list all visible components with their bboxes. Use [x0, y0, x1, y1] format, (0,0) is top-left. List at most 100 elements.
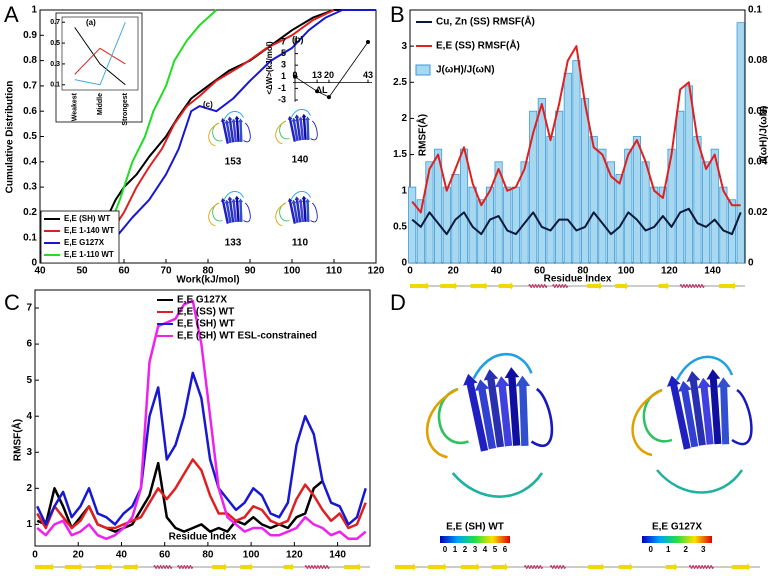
point	[293, 74, 297, 79]
beta-strand	[504, 367, 521, 446]
y-tick-label: 1	[401, 185, 407, 196]
colorbar-tick-label: 6	[503, 545, 508, 554]
y2-tick-label: 0.1	[748, 5, 762, 16]
bar	[494, 161, 503, 264]
colorbar-tick-label: 5	[493, 545, 498, 554]
beta-strand	[301, 195, 307, 222]
x-tick-label: 140	[329, 550, 346, 561]
x-tick-label: 120	[286, 550, 303, 561]
bar	[632, 136, 641, 264]
x-axis-label: Residue Index	[544, 274, 612, 285]
strand-arrow	[427, 563, 447, 571]
structure-caption: E,E (SH) WT	[446, 522, 504, 533]
y-tick-label: 0.3	[50, 61, 60, 68]
beta-strand	[294, 114, 302, 141]
legend-label: Cu, Zn (SS) RMSF(Å)	[436, 15, 535, 28]
loop	[675, 355, 734, 381]
strand-arrow	[410, 282, 430, 290]
y-tick-label: 7	[26, 303, 32, 314]
loop	[656, 469, 744, 494]
y-tick-label: 0.1	[23, 232, 37, 243]
y-tick-label: 4	[26, 411, 32, 422]
helix	[528, 284, 548, 288]
bar	[702, 161, 711, 264]
y2-tick-label: 0.04	[748, 156, 768, 167]
strand-arrow	[440, 282, 458, 290]
helix	[524, 565, 544, 569]
y-tick-label: 0.8	[23, 55, 37, 66]
bar	[676, 110, 685, 264]
strand-arrow	[460, 563, 480, 571]
beta-strand	[291, 117, 299, 142]
beta-strand	[716, 377, 731, 445]
loop	[275, 202, 287, 227]
y-tick-label: 5	[26, 375, 32, 386]
loop	[208, 202, 220, 227]
loop	[472, 352, 533, 380]
y-tick-label: 3	[26, 447, 32, 458]
panel-letter: A	[4, 2, 19, 27]
bar	[736, 22, 745, 264]
x-tick-label: 100	[243, 550, 260, 561]
x-tick-label: 80	[202, 550, 214, 561]
colorbar-tick-label: 3	[473, 545, 478, 554]
beta-strand	[666, 375, 691, 450]
beta-strand	[515, 375, 531, 447]
beta-strand	[298, 198, 305, 223]
strand-arrow	[618, 563, 633, 571]
beta-strand	[291, 199, 299, 224]
point	[326, 95, 331, 100]
loop	[310, 202, 318, 223]
x-tick-label: 50	[76, 266, 88, 277]
loop	[223, 190, 244, 200]
series-line	[93, 9, 335, 259]
bar	[416, 199, 425, 264]
x-tick-label: 20	[448, 266, 460, 277]
bar	[572, 60, 581, 264]
y-tick-label: 2.5	[393, 77, 407, 88]
helix	[153, 565, 173, 569]
x-tick-label: 0	[32, 550, 38, 561]
legend-label: E,E (SH) WT	[64, 214, 110, 223]
y-tick-label: 0	[31, 258, 37, 269]
series-line	[294, 41, 369, 98]
y2-tick-label: 0.08	[748, 55, 768, 66]
beta-strand	[463, 373, 489, 452]
helix	[552, 284, 569, 288]
helix	[679, 284, 705, 288]
series-line	[74, 47, 126, 75]
panel-letter: D	[390, 290, 406, 315]
y-tick-label: 0.2	[23, 207, 37, 218]
loop	[290, 108, 311, 118]
loop	[223, 110, 244, 120]
strand-arrow	[283, 563, 295, 571]
strand-arrow	[587, 282, 603, 290]
beta-strand	[238, 118, 244, 143]
x-tick-label: 80	[202, 266, 214, 277]
x-tick-label: 43	[363, 70, 373, 80]
y-tick-label: 0.5	[393, 221, 407, 232]
beta-strand	[483, 369, 505, 448]
helix	[688, 565, 714, 569]
x-tick-label: 60	[118, 266, 130, 277]
y2-tick-label: 0.06	[748, 106, 768, 117]
colorbar-tick-label: 0	[443, 545, 448, 554]
y-tick-label: 0.4	[23, 156, 37, 167]
beta-strand	[231, 118, 238, 143]
bar	[641, 161, 650, 264]
bar	[710, 148, 719, 264]
strand-arrow	[123, 563, 139, 571]
bar	[719, 186, 728, 264]
panel-letter: B	[390, 2, 405, 27]
inset-label: (a)	[86, 18, 96, 27]
bar	[442, 186, 451, 264]
beta-strand	[706, 369, 722, 445]
bar	[408, 186, 417, 264]
helix	[304, 565, 330, 569]
bar	[598, 148, 607, 264]
bar	[459, 148, 469, 264]
x-tick-label: 140	[704, 266, 721, 277]
beta-strand	[238, 198, 244, 223]
beta-strand	[677, 380, 699, 448]
